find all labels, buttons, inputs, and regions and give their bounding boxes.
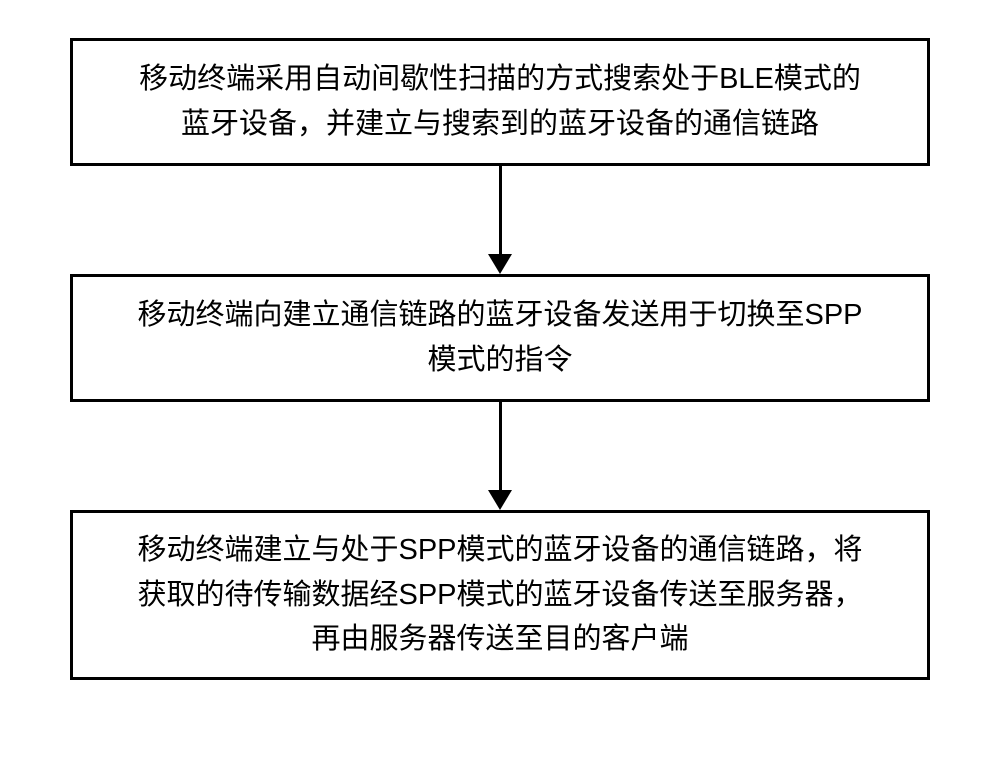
flowchart-node-3-text: 移动终端建立与处于SPP模式的蓝牙设备的通信链路，将 获取的待传输数据经SPP模… <box>137 528 862 663</box>
arrow-line <box>499 166 502 254</box>
flowchart-node-1: 移动终端采用自动间歇性扫描的方式搜索处于BLE模式的 蓝牙设备，并建立与搜索到的… <box>70 38 930 166</box>
flowchart-arrow-1 <box>488 166 512 274</box>
arrow-head-icon <box>488 254 512 274</box>
flowchart-container: 移动终端采用自动间歇性扫描的方式搜索处于BLE模式的 蓝牙设备，并建立与搜索到的… <box>70 38 930 680</box>
flowchart-node-3: 移动终端建立与处于SPP模式的蓝牙设备的通信链路，将 获取的待传输数据经SPP模… <box>70 510 930 680</box>
flowchart-node-2-text: 移动终端向建立通信链路的蓝牙设备发送用于切换至SPP 模式的指令 <box>137 293 862 383</box>
flowchart-node-1-text: 移动终端采用自动间歇性扫描的方式搜索处于BLE模式的 蓝牙设备，并建立与搜索到的… <box>139 57 861 147</box>
flowchart-arrow-2 <box>488 402 512 510</box>
arrow-head-icon <box>488 490 512 510</box>
flowchart-node-2: 移动终端向建立通信链路的蓝牙设备发送用于切换至SPP 模式的指令 <box>70 274 930 402</box>
arrow-line <box>499 402 502 490</box>
